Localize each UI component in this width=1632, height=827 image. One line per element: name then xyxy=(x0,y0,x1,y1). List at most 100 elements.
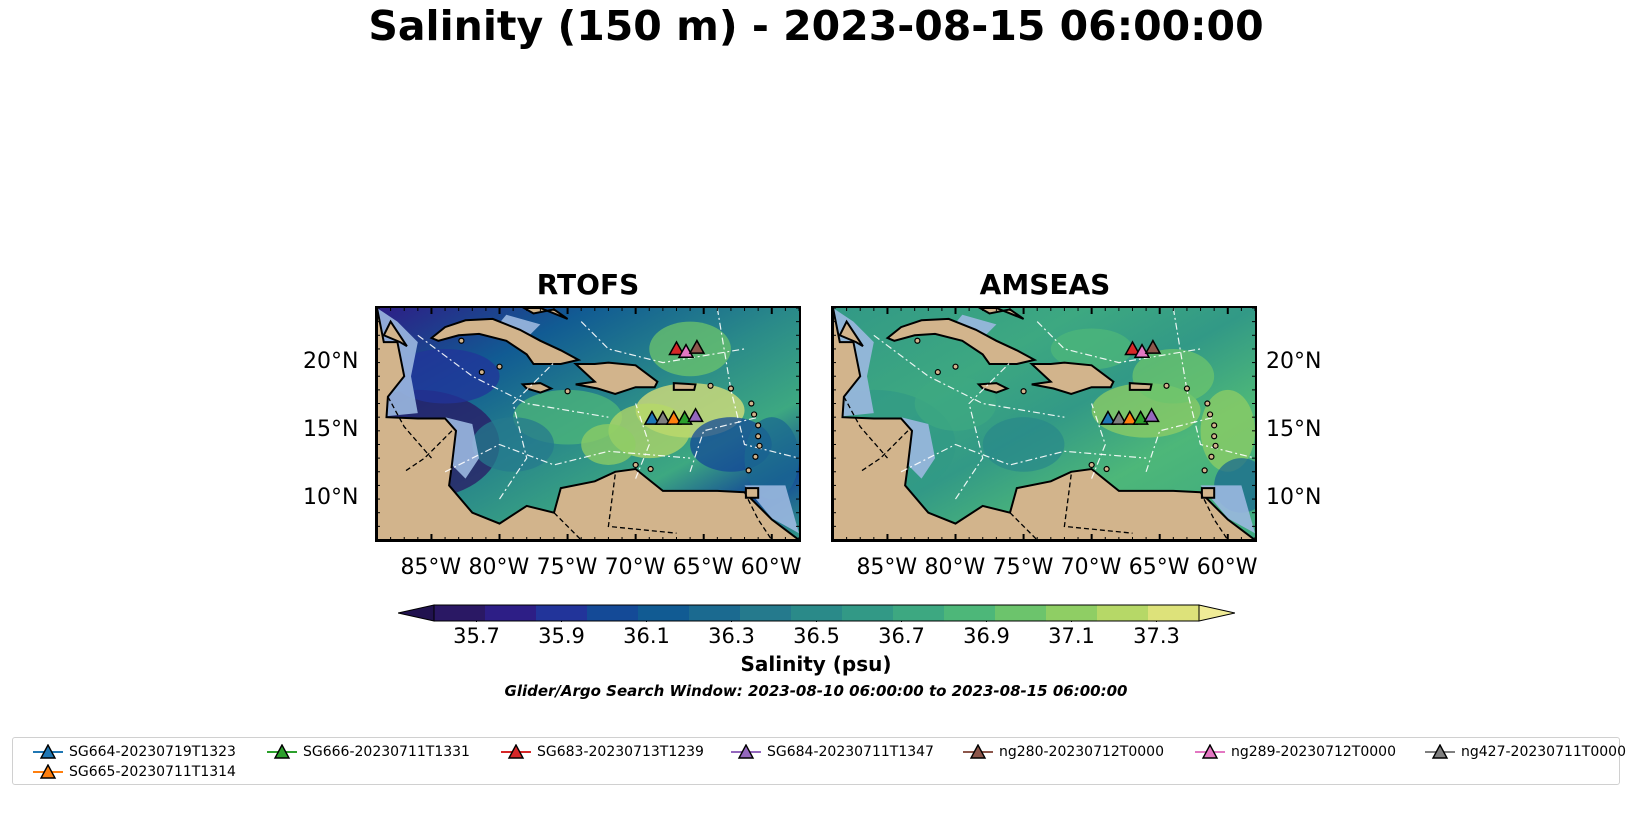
lat-tick-label-left: 20°N xyxy=(303,348,359,374)
colorbar-segment xyxy=(434,605,486,621)
triangle-marker-icon xyxy=(33,744,63,759)
glider-marker[interactable] xyxy=(1099,409,1117,425)
legend-label: ng280-20230712T0000 xyxy=(999,744,1164,760)
colorbar-tick-label: 36.9 xyxy=(963,624,1010,648)
triangle-marker-icon xyxy=(1195,744,1225,759)
triangle-marker-icon xyxy=(267,744,297,759)
lon-tick-label: 70°W xyxy=(604,555,666,580)
lat-tick-label-right: 10°N xyxy=(1266,485,1322,511)
colorbar-segment xyxy=(740,605,792,621)
legend-item: ng280-20230712T0000 xyxy=(963,744,1164,760)
lon-tick-label: 75°W xyxy=(536,555,598,580)
land-cuba xyxy=(885,317,1038,365)
glider-marker[interactable] xyxy=(1110,409,1128,425)
glider-marker[interactable] xyxy=(1144,339,1162,354)
glider-marker[interactable] xyxy=(654,409,672,425)
legend-label: SG683-20230713T1239 xyxy=(537,744,704,760)
colorbar-tick-label: 36.1 xyxy=(623,624,670,648)
lat-tick-label-right: 20°N xyxy=(1266,348,1322,374)
legend-label: SG684-20230711T1347 xyxy=(767,744,934,760)
glider-marker[interactable] xyxy=(665,409,683,425)
colorbar xyxy=(398,604,1235,622)
legend-label: ng427-20230711T0000 xyxy=(1461,744,1626,760)
triangle-marker-icon xyxy=(1425,744,1455,759)
land-pr xyxy=(672,382,697,391)
colorbar-segment xyxy=(944,605,996,621)
colorbar-label: Salinity (psu) xyxy=(740,652,892,676)
colorbar-tick-label: 36.5 xyxy=(793,624,840,648)
colorbar-tick-label: 36.7 xyxy=(878,624,925,648)
legend-item: SG683-20230713T1239 xyxy=(501,744,704,760)
lon-tick-label: 60°W xyxy=(740,555,802,580)
lon-tick-label: 80°W xyxy=(468,555,530,580)
land-gulf xyxy=(838,319,864,348)
colorbar-tick-label: 37.3 xyxy=(1133,624,1180,648)
glider-marker[interactable] xyxy=(643,409,661,425)
colorbar-tick-label: 37.1 xyxy=(1048,624,1095,648)
colorbar-tick-label: 36.3 xyxy=(708,624,755,648)
triangle-marker-icon xyxy=(963,744,993,759)
colorbar-segment xyxy=(689,605,741,621)
colorbar-segment xyxy=(791,605,843,621)
glider-marker[interactable] xyxy=(688,339,706,354)
colorbar-segment xyxy=(485,605,537,621)
legend-label: ng289-20230712T0000 xyxy=(1231,744,1396,760)
legend-item: SG664-20230719T1323 xyxy=(33,744,236,760)
triangle-marker-icon xyxy=(33,764,63,779)
colorbar-segment xyxy=(842,605,894,621)
land-jamaica xyxy=(976,382,1010,394)
glider-marker[interactable] xyxy=(1124,340,1141,356)
colorbar-tick-label: 35.9 xyxy=(538,624,585,648)
land-gulf xyxy=(382,319,408,348)
lat-tick-label-left: 15°N xyxy=(303,416,359,442)
colorbar-tick-label: 35.7 xyxy=(453,624,500,648)
lon-tick-label: 60°W xyxy=(1196,555,1258,580)
glider-marker[interactable] xyxy=(1121,409,1139,425)
glider-marker[interactable] xyxy=(687,407,704,423)
land-cuba xyxy=(429,317,582,365)
colorbar-segment xyxy=(536,605,588,621)
colorbar-segment xyxy=(587,605,639,621)
colorbar-segment xyxy=(1097,605,1149,621)
land-trinidad xyxy=(1200,487,1216,499)
colorbar-segment xyxy=(995,605,1047,621)
legend-label: SG664-20230719T1323 xyxy=(69,744,236,760)
glider-marker[interactable] xyxy=(668,340,685,356)
map-panel-amseas[interactable] xyxy=(831,306,1257,542)
legend-label: SG666-20230711T1331 xyxy=(303,744,470,760)
legend-item: ng427-20230711T0000 xyxy=(1425,744,1626,760)
glider-marker[interactable] xyxy=(677,343,695,359)
triangle-marker-icon xyxy=(731,744,761,759)
colorbar-segment xyxy=(1148,605,1200,621)
glider-marker[interactable] xyxy=(1143,407,1160,423)
lon-tick-label: 65°W xyxy=(1128,555,1190,580)
legend-item: SG665-20230711T1314 xyxy=(33,764,236,780)
lon-tick-label: 80°W xyxy=(924,555,986,580)
panel-title-rtofs: RTOFS xyxy=(536,268,640,301)
colorbar-segment xyxy=(1046,605,1098,621)
lat-tick-label-left: 10°N xyxy=(303,485,359,511)
panel-title-amseas: AMSEAS xyxy=(979,268,1111,301)
triangle-marker-icon xyxy=(501,744,531,759)
lon-tick-label: 85°W xyxy=(400,555,462,580)
map-panel-rtofs[interactable] xyxy=(375,306,801,542)
land-jamaica xyxy=(520,382,554,394)
legend-item: SG666-20230711T1331 xyxy=(267,744,470,760)
land-bahamas xyxy=(978,308,1025,320)
land-bahamas xyxy=(522,308,569,320)
land-trinidad xyxy=(744,487,760,499)
lat-tick-label-right: 15°N xyxy=(1266,416,1322,442)
legend-item: SG684-20230711T1347 xyxy=(731,744,934,760)
lon-tick-label: 70°W xyxy=(1060,555,1122,580)
land-hispaniola xyxy=(573,361,659,396)
lon-tick-label: 65°W xyxy=(672,555,734,580)
glider-legend: SG664-20230719T1323 SG665-20230711T1314 SG… xyxy=(12,737,1626,785)
colorbar-segment xyxy=(638,605,690,621)
lon-tick-label: 75°W xyxy=(992,555,1054,580)
figure-title: Salinity (150 m) - 2023-08-15 06:00:00 xyxy=(368,2,1264,50)
legend-label: SG665-20230711T1314 xyxy=(69,764,236,780)
glider-marker[interactable] xyxy=(1133,343,1151,359)
land-pr xyxy=(1128,382,1153,391)
search-window-caption: Glider/Argo Search Window: 2023-08-10 06… xyxy=(504,682,1128,700)
lon-tick-label: 85°W xyxy=(856,555,918,580)
